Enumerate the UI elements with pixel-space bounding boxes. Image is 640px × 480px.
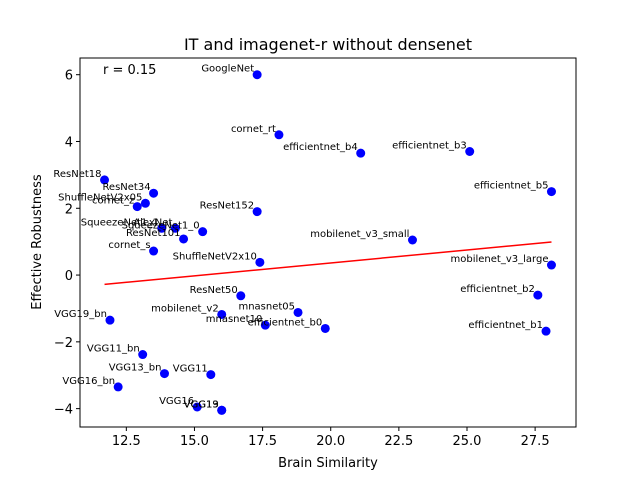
y-axis-label: Effective Robustness: [30, 174, 45, 310]
y-tick-label: −2: [54, 336, 73, 351]
point-label: efficientnet_b1: [468, 320, 543, 331]
x-tick-label: 20.0: [316, 434, 345, 449]
point-label: VGG19: [184, 399, 219, 410]
point-label: VGG13: [184, 399, 219, 410]
x-tick-label: 15.0: [180, 434, 209, 449]
axis-ticks: 12.5 15.0 17.5 20.0 22.5 25.0 27.5 −4 −2 0 2 4 6: [54, 69, 550, 449]
point-label: ResNet34: [102, 182, 150, 193]
data-point: [252, 207, 262, 217]
data-point: [274, 130, 284, 140]
point-label: AlexNet: [133, 217, 172, 228]
data-point: [541, 326, 551, 336]
data-point: [252, 70, 262, 80]
data-point: [217, 309, 227, 319]
point-label: GoogleNet: [201, 64, 254, 75]
point-label: VGG16: [159, 396, 194, 407]
x-tick-label: 17.5: [248, 434, 277, 449]
data-point: [179, 234, 189, 244]
data-point: [105, 315, 115, 325]
regression-line: [104, 241, 552, 286]
data-point: [157, 223, 167, 233]
point-label: ResNet152: [200, 201, 255, 212]
point-label: VGG13_bn: [109, 363, 162, 374]
data-point: [192, 402, 202, 412]
point-label: mobilenet_v3_large: [451, 254, 549, 265]
x-tick-label: 12.5: [112, 434, 141, 449]
point-label: efficientnet_b3: [392, 141, 467, 152]
point-label: ShuffleNetV2x05: [58, 192, 142, 203]
point-label: VGG16_bn: [62, 376, 115, 387]
y-tick-label: 0: [65, 269, 73, 284]
point-label: efficientnet_b5: [474, 181, 549, 192]
data-point: [198, 227, 208, 237]
y-tick-label: 2: [65, 202, 73, 217]
point-label: efficientnet_b0: [248, 317, 323, 328]
point-label: VGG11_bn: [87, 344, 140, 355]
data-point: [546, 260, 556, 270]
data-point: [407, 235, 417, 245]
chart-title: IT and imagenet-r without densenet: [184, 35, 472, 54]
x-axis-label: Brain Similarity: [278, 456, 378, 471]
data-point: [149, 188, 159, 198]
point-label: cornet_z: [92, 196, 134, 207]
point-label: efficientnet_b4: [283, 142, 358, 153]
x-tick-label: 27.5: [521, 434, 550, 449]
y-tick-label: 4: [65, 135, 73, 150]
point-label: mobilenet_v3_small: [310, 229, 409, 240]
y-tick-label: −4: [54, 403, 73, 418]
data-point: [320, 323, 330, 333]
point-label: ResNet101: [126, 228, 181, 239]
point-label: ResNet18: [53, 169, 101, 180]
point-label: VGG11: [173, 364, 208, 375]
data-point: [356, 148, 366, 158]
point-label: efficientnet_b2: [460, 284, 535, 295]
data-point: [533, 290, 543, 300]
point-label: ShuffleNetV2x10: [173, 251, 257, 262]
point-label: SqueezeNet1_1: [81, 217, 159, 228]
data-point: [260, 320, 270, 330]
y-tick-label: 6: [65, 69, 73, 84]
data-point: [255, 257, 265, 267]
data-points: [100, 70, 556, 415]
plot-area: [80, 58, 576, 427]
point-label: SqueezeNet1_0: [122, 221, 200, 232]
x-tick-label: 25.0: [453, 434, 482, 449]
data-point: [132, 202, 142, 212]
data-point: [138, 350, 148, 360]
point-label: cornet_s: [108, 240, 150, 251]
data-point: [140, 198, 150, 208]
data-point: [546, 187, 556, 197]
point-label: mnasnet10: [206, 314, 263, 325]
data-point: [236, 291, 246, 301]
point-label: ResNet50: [190, 285, 238, 296]
data-point: [293, 307, 303, 317]
correlation-annotation: r = 0.15: [103, 63, 156, 78]
data-point: [113, 382, 123, 392]
data-point: [170, 223, 180, 233]
plot-frame: [79, 57, 577, 428]
data-point: [217, 405, 227, 415]
point-label: cornet_rt: [231, 124, 276, 135]
point-label: VGG19_bn: [54, 309, 107, 320]
data-point: [206, 370, 216, 380]
point-label: mnasnet05: [238, 301, 295, 312]
x-tick-label: 22.5: [384, 434, 413, 449]
data-point: [159, 369, 169, 379]
data-point: [100, 175, 110, 185]
data-point: [465, 147, 475, 157]
data-point: [149, 246, 159, 256]
point-label: mobilenet_v2: [151, 303, 219, 314]
